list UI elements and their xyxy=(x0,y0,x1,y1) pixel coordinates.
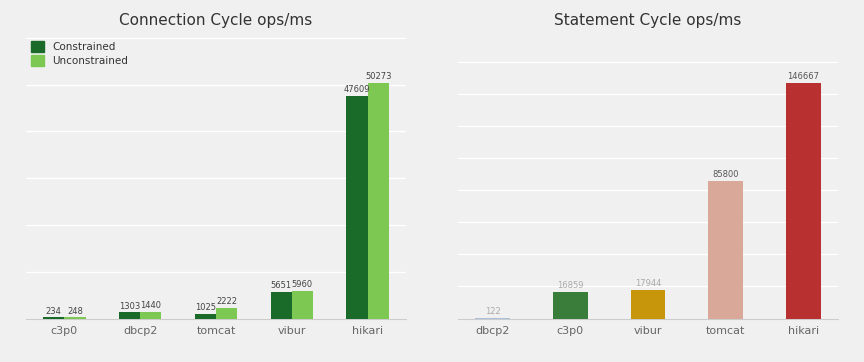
Bar xyxy=(270,292,292,319)
Text: 1303: 1303 xyxy=(119,302,140,311)
Text: 234: 234 xyxy=(46,307,61,316)
Text: 16859: 16859 xyxy=(557,281,583,290)
Bar xyxy=(367,83,389,319)
Text: 248: 248 xyxy=(67,307,83,316)
Text: 5960: 5960 xyxy=(292,280,313,289)
Text: 2222: 2222 xyxy=(216,297,237,306)
Bar xyxy=(292,291,313,319)
Text: 17944: 17944 xyxy=(635,279,661,288)
Text: 85800: 85800 xyxy=(713,170,739,179)
Bar xyxy=(553,291,588,319)
Bar xyxy=(43,317,65,319)
Text: 1440: 1440 xyxy=(140,301,162,310)
Bar xyxy=(194,314,216,319)
Bar xyxy=(631,290,665,319)
Text: 47609: 47609 xyxy=(344,85,370,94)
Text: 1025: 1025 xyxy=(195,303,216,312)
Bar xyxy=(708,181,743,319)
Legend: Constrained, Unconstrained: Constrained, Unconstrained xyxy=(31,41,128,66)
Title: Connection Cycle ops/ms: Connection Cycle ops/ms xyxy=(119,13,313,28)
Title: Statement Cycle ops/ms: Statement Cycle ops/ms xyxy=(555,13,741,28)
Bar xyxy=(65,317,86,319)
Bar xyxy=(140,312,162,319)
Text: 50273: 50273 xyxy=(365,72,391,81)
Text: 5651: 5651 xyxy=(270,281,292,290)
Bar xyxy=(119,312,140,319)
Bar xyxy=(786,83,821,319)
Text: 122: 122 xyxy=(485,307,500,316)
Text: 146667: 146667 xyxy=(787,72,819,81)
Bar xyxy=(346,96,367,319)
Bar xyxy=(216,308,238,319)
